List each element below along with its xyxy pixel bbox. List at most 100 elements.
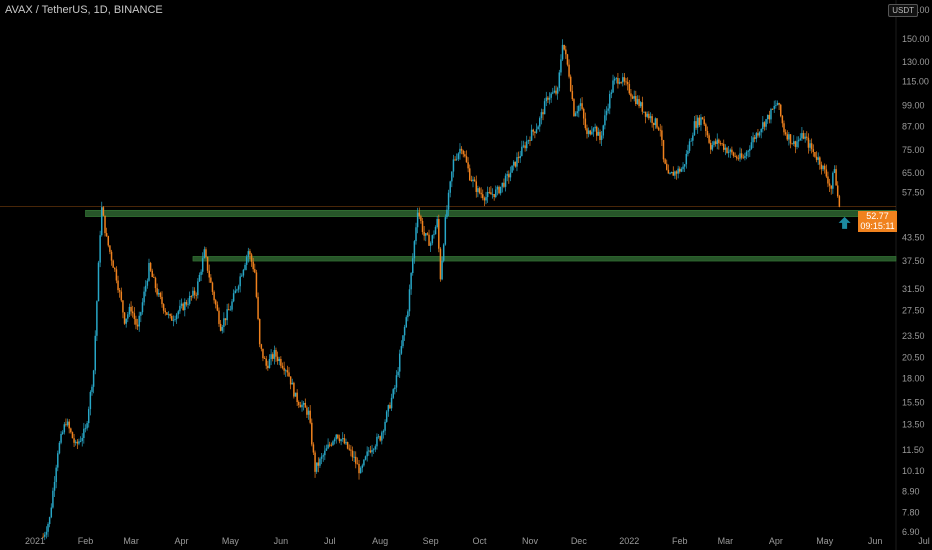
candle-body: [148, 262, 150, 281]
candle-body: [615, 78, 618, 79]
candle-body: [556, 87, 559, 94]
candle-body: [172, 319, 175, 321]
candle-body: [63, 424, 66, 433]
candle-body: [804, 136, 806, 139]
candle-body: [258, 318, 261, 345]
candle-body: [130, 306, 132, 312]
candle-body: [568, 64, 570, 77]
candle-body: [214, 300, 217, 305]
candle-body: [661, 130, 663, 141]
y-tick-label: 37.50: [902, 256, 925, 266]
candle-body: [81, 438, 83, 441]
candle-body: [381, 432, 383, 441]
candle-body: [127, 314, 129, 319]
candle-body: [462, 150, 464, 155]
candle-body: [543, 101, 546, 115]
candle-body: [819, 157, 821, 165]
x-tick-label: Dec: [571, 536, 588, 546]
candle-body: [670, 172, 673, 174]
candle-body: [516, 157, 518, 167]
candle-body: [810, 143, 813, 150]
candle-body: [52, 490, 54, 508]
candle-body: [291, 382, 294, 385]
candle-body: [270, 354, 272, 360]
candle-body: [340, 439, 342, 442]
candle-body: [61, 432, 64, 434]
candle-body: [136, 324, 139, 327]
candle-body: [397, 371, 399, 376]
candle-body: [731, 149, 733, 153]
candle-body: [788, 134, 790, 140]
candle-body: [832, 172, 834, 189]
y-tick-label: 23.50: [902, 331, 925, 341]
candle-body: [514, 161, 517, 167]
candle-body: [221, 326, 223, 331]
candle-body: [268, 359, 271, 369]
candle-body: [464, 154, 466, 157]
candle-body: [493, 194, 495, 198]
candle-body: [586, 128, 588, 134]
candle-body: [592, 128, 595, 132]
candle-body: [361, 465, 364, 469]
candle-body: [94, 335, 96, 371]
candle-body: [550, 93, 552, 98]
candle-body: [786, 134, 788, 140]
candle-body: [656, 118, 658, 128]
candle-body: [683, 164, 686, 167]
candle-body: [529, 140, 531, 141]
candle-body: [587, 130, 590, 134]
candle-body: [260, 344, 263, 349]
candle-body: [182, 303, 184, 311]
candle-body: [630, 93, 632, 97]
currency-unit-badge[interactable]: USDT: [888, 4, 918, 17]
candle-body: [358, 463, 360, 474]
candle-body: [368, 450, 370, 452]
candle-body: [418, 212, 421, 217]
candle-body: [467, 162, 469, 169]
candle-body: [522, 145, 525, 147]
candle-body: [55, 467, 57, 482]
x-tick-label: Jun: [868, 536, 883, 546]
candle-body: [644, 111, 647, 117]
candle-body: [405, 317, 407, 328]
candle-body: [648, 113, 650, 119]
candle-body: [364, 456, 367, 460]
candle-body: [146, 280, 149, 286]
candle-body: [688, 141, 691, 151]
candle-body: [241, 275, 243, 277]
candle-body: [799, 138, 802, 140]
candle-body: [250, 254, 253, 262]
candle-body: [535, 129, 538, 133]
candle-body: [99, 235, 101, 263]
candle-body: [79, 440, 82, 442]
candle-body: [605, 110, 608, 116]
candle-body: [617, 78, 619, 84]
candle-body: [265, 358, 267, 366]
candle-body: [410, 272, 412, 290]
support-zone-2[interactable]: [192, 256, 897, 262]
candle-body: [763, 122, 766, 127]
candle-body: [48, 517, 51, 525]
candle-body: [105, 233, 108, 237]
candle-body: [283, 367, 285, 371]
support-zone-1[interactable]: [85, 209, 897, 217]
candle-body: [815, 156, 818, 160]
candle-body: [76, 441, 79, 444]
candle-body: [429, 243, 432, 246]
candle-body: [293, 382, 295, 397]
candle-body: [613, 78, 616, 81]
candle-body: [679, 168, 681, 172]
candle-body: [324, 450, 326, 456]
candle-body: [478, 188, 481, 193]
candle-body: [758, 132, 761, 136]
candle-body: [722, 143, 725, 150]
candle-body: [138, 315, 140, 327]
candle-body: [185, 302, 188, 305]
candle-body: [281, 365, 284, 368]
candle-body: [180, 303, 183, 306]
candle-body: [539, 118, 541, 127]
y-tick-label: 57.50: [902, 188, 925, 198]
candle-body: [599, 131, 601, 140]
candle-body: [226, 309, 228, 321]
